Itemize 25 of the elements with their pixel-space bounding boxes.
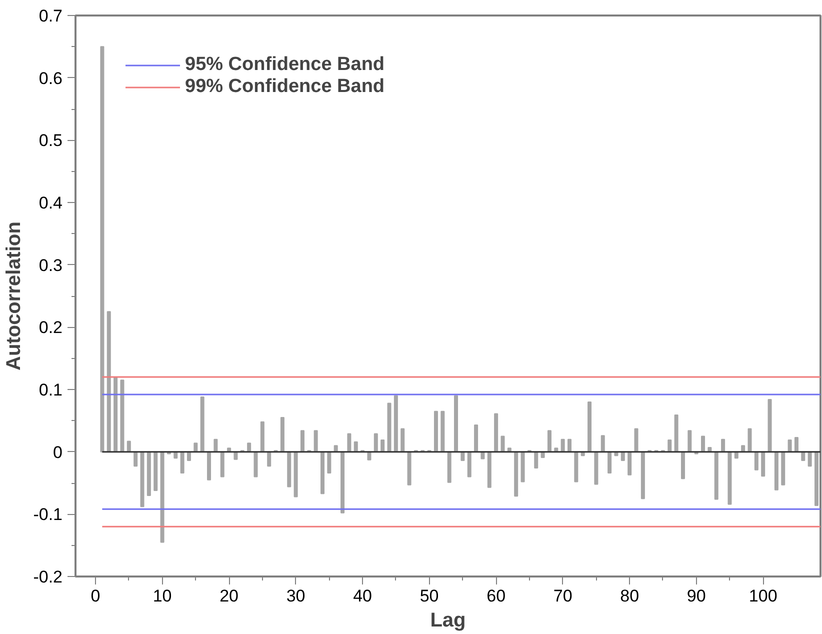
- x-tick-label: 10: [152, 586, 172, 606]
- x-tick-label: 100: [748, 586, 778, 606]
- y-tick-label: 0.2: [38, 318, 63, 338]
- x-tick-label: 30: [286, 586, 306, 606]
- legend-label: 95% Confidence Band: [185, 54, 385, 76]
- x-tick-label: 90: [686, 586, 706, 606]
- x-axis-title: Lag: [430, 610, 466, 632]
- x-tick-label: 0: [90, 586, 100, 606]
- x-tick-label: 40: [353, 586, 372, 606]
- y-tick-label: 0.3: [38, 256, 63, 275]
- y-tick-label: -0.1: [33, 505, 63, 524]
- y-tick-label: 0.4: [38, 194, 63, 212]
- x-tick-label: 60: [486, 586, 506, 606]
- x-tick-label: 20: [220, 586, 239, 606]
- x-tick-label: 70: [553, 586, 572, 606]
- legend-label: 99% Confidence Band: [185, 76, 385, 98]
- x-tick-label: 80: [620, 586, 640, 606]
- x-tick-label: 50: [420, 586, 439, 606]
- y-axis-title: Autocorrelation: [3, 222, 26, 370]
- y-tick-label: 0.5: [38, 131, 63, 150]
- y-tick-label: -0.2: [33, 568, 63, 586]
- y-tick-label: 0.7: [38, 6, 63, 26]
- y-tick-label: 0: [53, 442, 63, 462]
- y-tick-label: 0.6: [38, 68, 63, 88]
- y-tick-label: 0.1: [38, 380, 63, 400]
